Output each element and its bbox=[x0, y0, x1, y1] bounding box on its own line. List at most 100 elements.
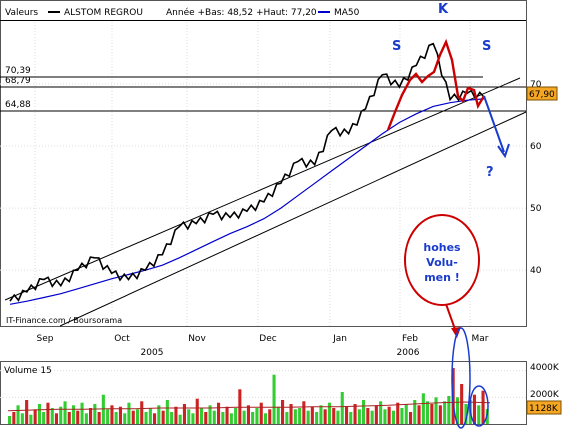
annotation-shoulder-left: S bbox=[392, 39, 401, 54]
volume-bar-14 bbox=[67, 412, 71, 424]
volume-highlight-ellipse-1 bbox=[451, 327, 471, 429]
header-label-prefix: Valeurs bbox=[5, 8, 38, 18]
volume-bar-37 bbox=[165, 400, 169, 424]
volume-bar-50 bbox=[221, 412, 225, 424]
volume-bar-80 bbox=[349, 412, 353, 424]
volume-bar-38 bbox=[170, 412, 174, 424]
volume-bar-109 bbox=[472, 394, 476, 424]
volume-bar-26 bbox=[118, 406, 122, 424]
volume-note-line-2: Volu- bbox=[426, 256, 458, 269]
annotation-question: ? bbox=[486, 165, 494, 180]
volume-title: Volume 15 bbox=[4, 366, 52, 376]
volume-bar-5 bbox=[29, 414, 33, 424]
last-price-label: 67,90 bbox=[529, 90, 555, 100]
volume-bar-66 bbox=[289, 404, 293, 424]
volume-bar-101 bbox=[438, 405, 442, 424]
level-label-1: 70,39 bbox=[5, 66, 31, 76]
volume-bar-87 bbox=[379, 401, 383, 424]
head-shoulders-overlay bbox=[386, 38, 486, 131]
volume-bar-91 bbox=[396, 402, 400, 424]
volume-bar-7 bbox=[37, 404, 41, 424]
volume-bar-99 bbox=[430, 404, 434, 424]
volume-bar-74 bbox=[323, 409, 327, 424]
volume-bar-57 bbox=[251, 412, 255, 424]
header-stock-name: ALSTOM REGROU bbox=[64, 8, 143, 18]
volume-bar-95 bbox=[413, 400, 417, 424]
volume-bar-110 bbox=[477, 405, 481, 424]
volume-bar-10 bbox=[50, 408, 54, 424]
volume-bar-96 bbox=[417, 405, 421, 424]
x-tick-0: Sep bbox=[37, 334, 54, 344]
volume-bar-59 bbox=[259, 402, 263, 424]
volume-bar-56 bbox=[246, 405, 250, 424]
annotation-peak-k: K bbox=[438, 2, 449, 17]
volume-bar-86 bbox=[374, 405, 378, 424]
header-year-stats: Année +Bas: 48,52 +Haut: 77,20 bbox=[166, 7, 317, 18]
volume-bar-45 bbox=[199, 408, 203, 424]
volume-bar-61 bbox=[268, 409, 272, 424]
volume-bar-39 bbox=[174, 406, 178, 424]
volume-tick-4000k: 4000K bbox=[530, 363, 560, 373]
volume-bar-44 bbox=[195, 398, 199, 424]
volume-bar-46 bbox=[204, 412, 208, 424]
volume-bar-67 bbox=[293, 409, 297, 424]
x-tick-5: Feb bbox=[402, 334, 418, 344]
volume-bar-31 bbox=[140, 401, 144, 424]
annotation-shoulder-right: S bbox=[482, 39, 491, 54]
volume-bar-12 bbox=[59, 406, 63, 424]
volume-bar-84 bbox=[366, 408, 370, 424]
volume-bar-15 bbox=[72, 405, 76, 424]
volume-bar-54 bbox=[238, 389, 242, 424]
volume-bar-58 bbox=[255, 408, 259, 424]
volume-bar-64 bbox=[281, 400, 285, 424]
volume-bar-3 bbox=[20, 413, 24, 424]
volume-bar-19 bbox=[89, 408, 93, 424]
last-price-badge bbox=[526, 86, 558, 101]
volume-bar-17 bbox=[80, 402, 84, 424]
price-y-axis: 40 50 60 70 bbox=[530, 80, 542, 276]
volume-bar-1 bbox=[12, 412, 16, 424]
volume-bar-53 bbox=[234, 408, 238, 424]
volume-bar-29 bbox=[131, 410, 135, 424]
volume-bar-43 bbox=[191, 413, 195, 424]
volume-bar-0 bbox=[8, 416, 12, 424]
x-tick-2: Nov bbox=[188, 334, 206, 344]
volume-bar-27 bbox=[123, 413, 127, 424]
volume-note-line-3: men ! bbox=[424, 271, 460, 284]
volume-bar-13 bbox=[63, 401, 67, 424]
volume-bar-55 bbox=[242, 410, 246, 424]
level-label-3: 64,88 bbox=[5, 100, 31, 110]
volume-callout-ellipse bbox=[404, 214, 480, 306]
volume-bar-85 bbox=[370, 410, 374, 424]
price-y-tick-0: 40 bbox=[530, 266, 542, 276]
volume-bar-40 bbox=[178, 414, 182, 424]
year-label-1: 2006 bbox=[397, 348, 420, 358]
volume-bar-48 bbox=[212, 410, 216, 424]
volume-bar-62 bbox=[272, 374, 276, 424]
volume-bar-81 bbox=[353, 404, 357, 424]
volume-bar-21 bbox=[97, 412, 101, 424]
volume-bar-69 bbox=[302, 401, 306, 424]
x-tick-1: Oct bbox=[114, 334, 130, 344]
volume-bar-32 bbox=[144, 412, 148, 424]
volume-bar-52 bbox=[229, 413, 233, 424]
volume-bar-60 bbox=[263, 413, 267, 424]
volume-bar-51 bbox=[225, 406, 229, 424]
volume-last-badge bbox=[526, 400, 562, 415]
volume-bar-11 bbox=[54, 413, 58, 424]
chart-header: Valeurs ALSTOM REGROU Année +Bas: 48,52 … bbox=[5, 7, 360, 18]
volume-bar-106 bbox=[460, 384, 464, 424]
volume-bar-75 bbox=[327, 402, 331, 424]
volume-bar-79 bbox=[345, 406, 349, 424]
volume-highlight-ellipse-2 bbox=[469, 385, 489, 427]
volume-bar-30 bbox=[136, 409, 140, 424]
volume-bar-77 bbox=[336, 410, 340, 424]
volume-ma-line bbox=[7, 401, 491, 412]
volume-bar-63 bbox=[276, 406, 280, 424]
forecast-arrow bbox=[483, 95, 505, 153]
series-line-price bbox=[9, 42, 485, 302]
volume-bar-73 bbox=[319, 405, 323, 424]
volume-bar-88 bbox=[383, 409, 387, 424]
